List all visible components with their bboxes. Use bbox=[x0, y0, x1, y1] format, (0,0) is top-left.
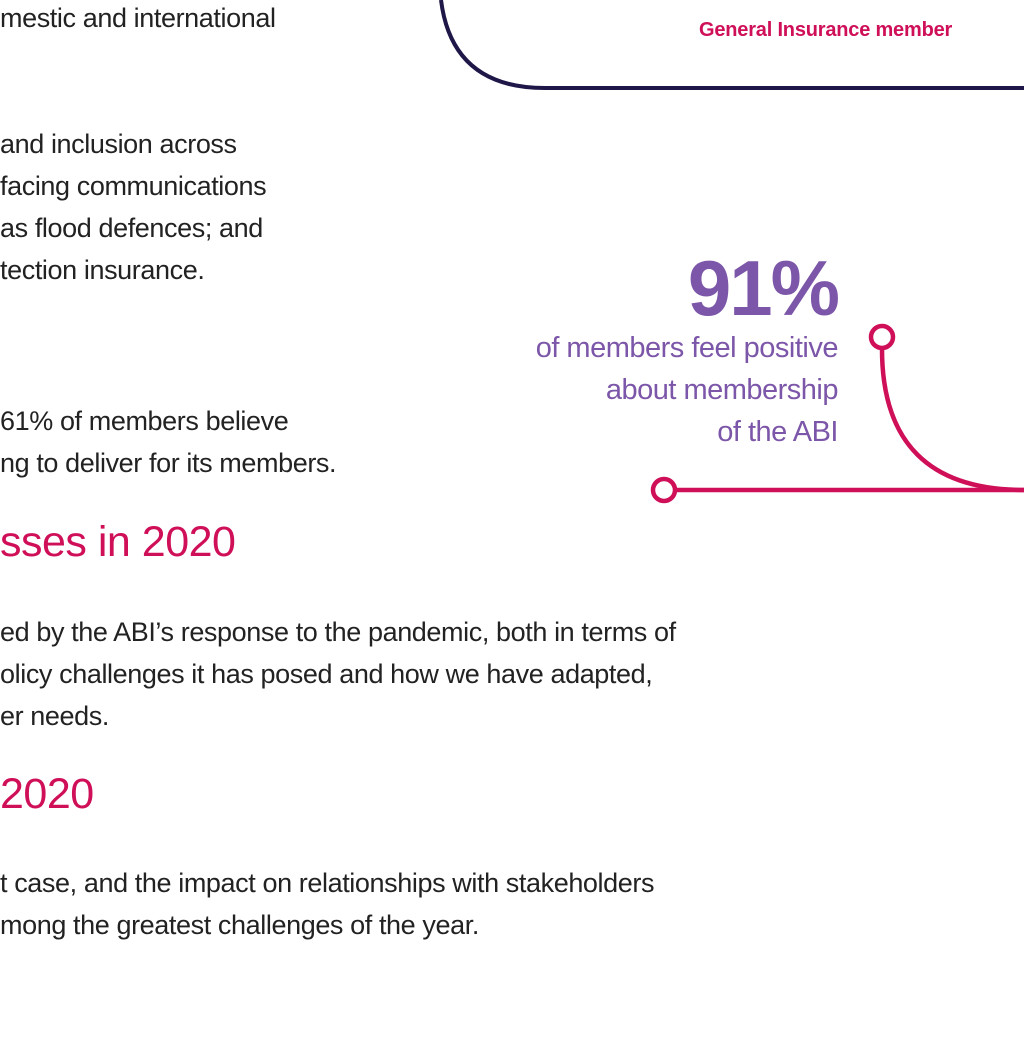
text-line: mestic and international bbox=[0, 3, 276, 33]
paragraph-1: mestic and international bbox=[0, 0, 276, 39]
stat-value: 91% bbox=[687, 244, 840, 332]
paragraph-2: and inclusion across facing communicatio… bbox=[0, 123, 267, 291]
text-line: er needs. bbox=[0, 701, 109, 731]
paragraph-4: ed by the ABI’s response to the pandemic… bbox=[0, 611, 676, 737]
quote-card-border bbox=[439, 0, 1024, 90]
text-line: 61% of members believe bbox=[0, 406, 289, 436]
stat-caption: of members feel positive about membershi… bbox=[535, 327, 839, 453]
text-line: facing communications bbox=[0, 171, 267, 201]
section-heading: sses in 2020 bbox=[0, 518, 236, 566]
stat-connector-line bbox=[879, 348, 1024, 493]
text-line: ng to deliver for its members. bbox=[0, 448, 337, 478]
text-line: ed by the ABI’s response to the pandemic… bbox=[0, 617, 676, 647]
text-line: t case, and the impact on relationships … bbox=[0, 868, 655, 898]
text-line: mong the greatest challenges of the year… bbox=[0, 910, 479, 940]
paragraph-3: 61% of members believe ng to deliver for… bbox=[0, 400, 337, 484]
connector-node-left bbox=[650, 476, 678, 504]
text-line: olicy challenges it has posed and how we… bbox=[0, 659, 653, 689]
stat-caption-line: about membership bbox=[605, 374, 839, 406]
text-line: and inclusion across bbox=[0, 129, 237, 159]
quote-member-label: General Insurance member bbox=[699, 19, 953, 41]
stat-caption-line: of members feel positive bbox=[535, 332, 839, 364]
text-line: as flood defences; and bbox=[0, 213, 263, 243]
stat-caption-line: of the ABI bbox=[717, 416, 838, 448]
text-line: tection insurance. bbox=[0, 255, 205, 285]
section-heading: 2020 bbox=[0, 770, 94, 818]
paragraph-5: t case, and the impact on relationships … bbox=[0, 862, 654, 946]
connector-node-top bbox=[868, 323, 896, 351]
